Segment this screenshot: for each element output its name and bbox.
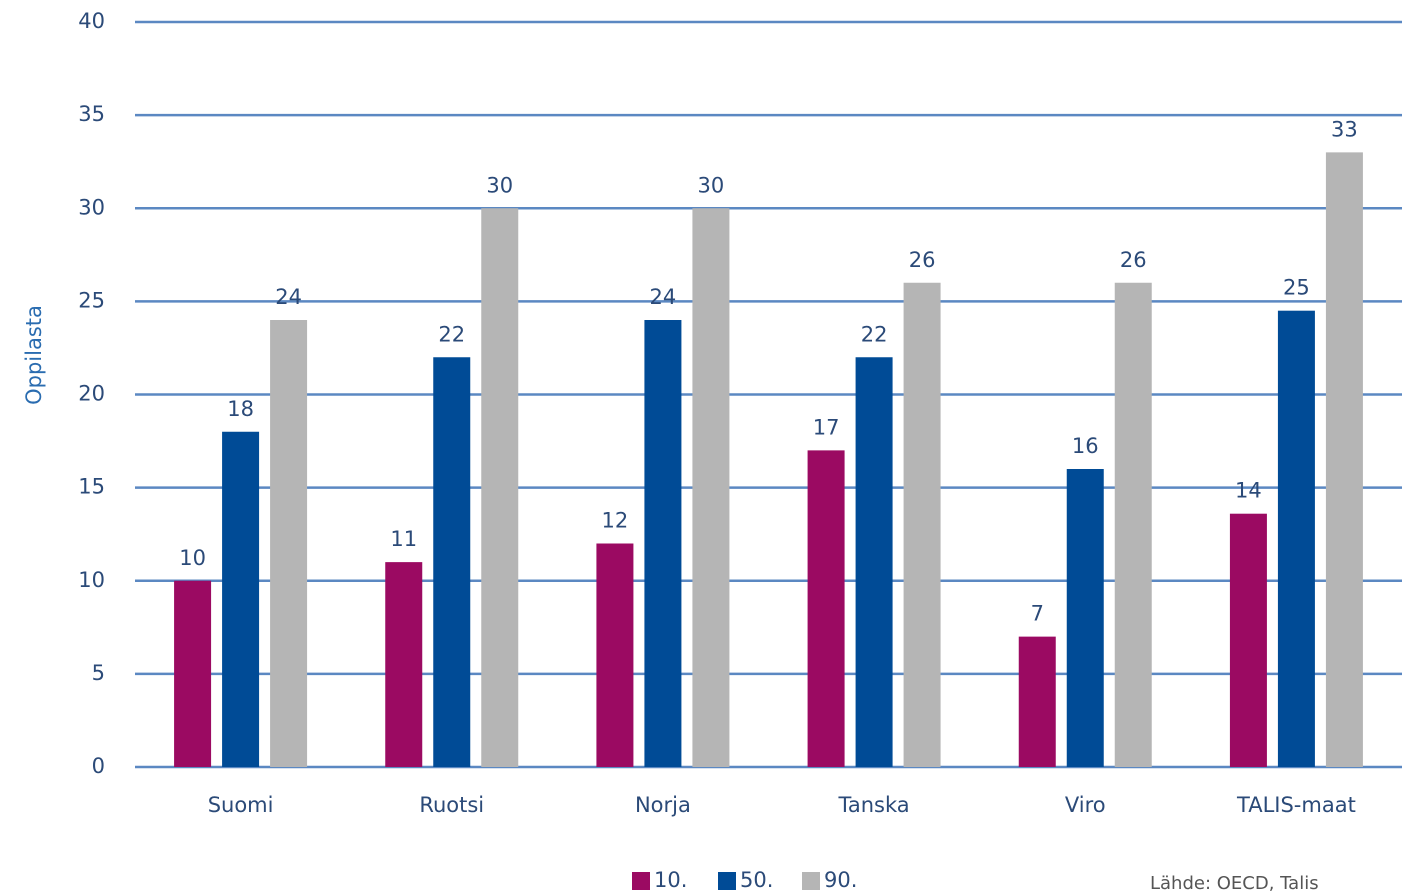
y-tick-label: 40 — [78, 9, 105, 33]
data-label: 10 — [179, 546, 206, 570]
data-label: 26 — [909, 248, 936, 272]
bar — [174, 580, 212, 767]
legend-label: 50. — [740, 868, 773, 892]
bar — [1229, 513, 1267, 767]
legend-label: 10. — [654, 868, 687, 892]
bar — [1018, 636, 1056, 767]
legend-label: 90. — [824, 868, 857, 892]
data-label: 30 — [486, 173, 513, 197]
bar — [855, 357, 893, 767]
data-label: 7 — [1031, 602, 1044, 626]
x-tick-label: TALIS-maat — [1236, 793, 1356, 817]
x-tick-label: Ruotsi — [419, 793, 484, 817]
bar — [903, 282, 941, 767]
y-tick-label: 30 — [78, 195, 105, 219]
y-tick-label: 20 — [78, 382, 105, 406]
data-label: 24 — [275, 285, 302, 309]
bar — [1114, 282, 1152, 767]
data-label: 26 — [1120, 248, 1147, 272]
y-tick-label: 35 — [78, 102, 105, 126]
legend-swatch — [802, 872, 820, 890]
bar — [1277, 310, 1315, 767]
bar — [1066, 469, 1104, 767]
y-tick-label: 25 — [78, 288, 105, 312]
data-label: 17 — [813, 415, 840, 439]
data-label: 30 — [698, 173, 725, 197]
data-label: 24 — [650, 285, 677, 309]
bar — [385, 562, 423, 767]
source-note: Lähde: OECD, Talis — [1150, 873, 1319, 894]
x-tick-label: Viro — [1065, 793, 1106, 817]
y-tick-label: 5 — [92, 661, 105, 685]
data-label: 22 — [861, 322, 888, 346]
bar — [692, 208, 730, 767]
y-tick-label: 10 — [78, 568, 105, 592]
data-label: 11 — [390, 527, 417, 551]
bar — [807, 450, 845, 767]
bar — [222, 431, 260, 767]
data-label: 12 — [602, 509, 629, 533]
data-label: 14 — [1235, 479, 1262, 503]
data-label: 16 — [1072, 434, 1099, 458]
y-axis-title: Oppilasta — [22, 305, 46, 405]
bar — [596, 543, 634, 767]
data-label: 33 — [1331, 117, 1358, 141]
x-tick-label: Tanska — [838, 793, 910, 817]
data-label: 22 — [438, 322, 465, 346]
y-tick-label: 0 — [92, 754, 105, 778]
data-label: 25 — [1283, 276, 1310, 300]
x-tick-label: Norja — [635, 793, 691, 817]
data-label: 18 — [227, 397, 254, 421]
bar — [270, 320, 308, 767]
x-tick-label: Suomi — [208, 793, 274, 817]
bar — [433, 357, 471, 767]
legend-swatch — [632, 872, 650, 890]
y-tick-label: 15 — [78, 475, 105, 499]
legend-swatch — [718, 872, 736, 890]
bar — [481, 208, 519, 767]
bar — [1325, 152, 1363, 767]
bar — [644, 320, 682, 767]
